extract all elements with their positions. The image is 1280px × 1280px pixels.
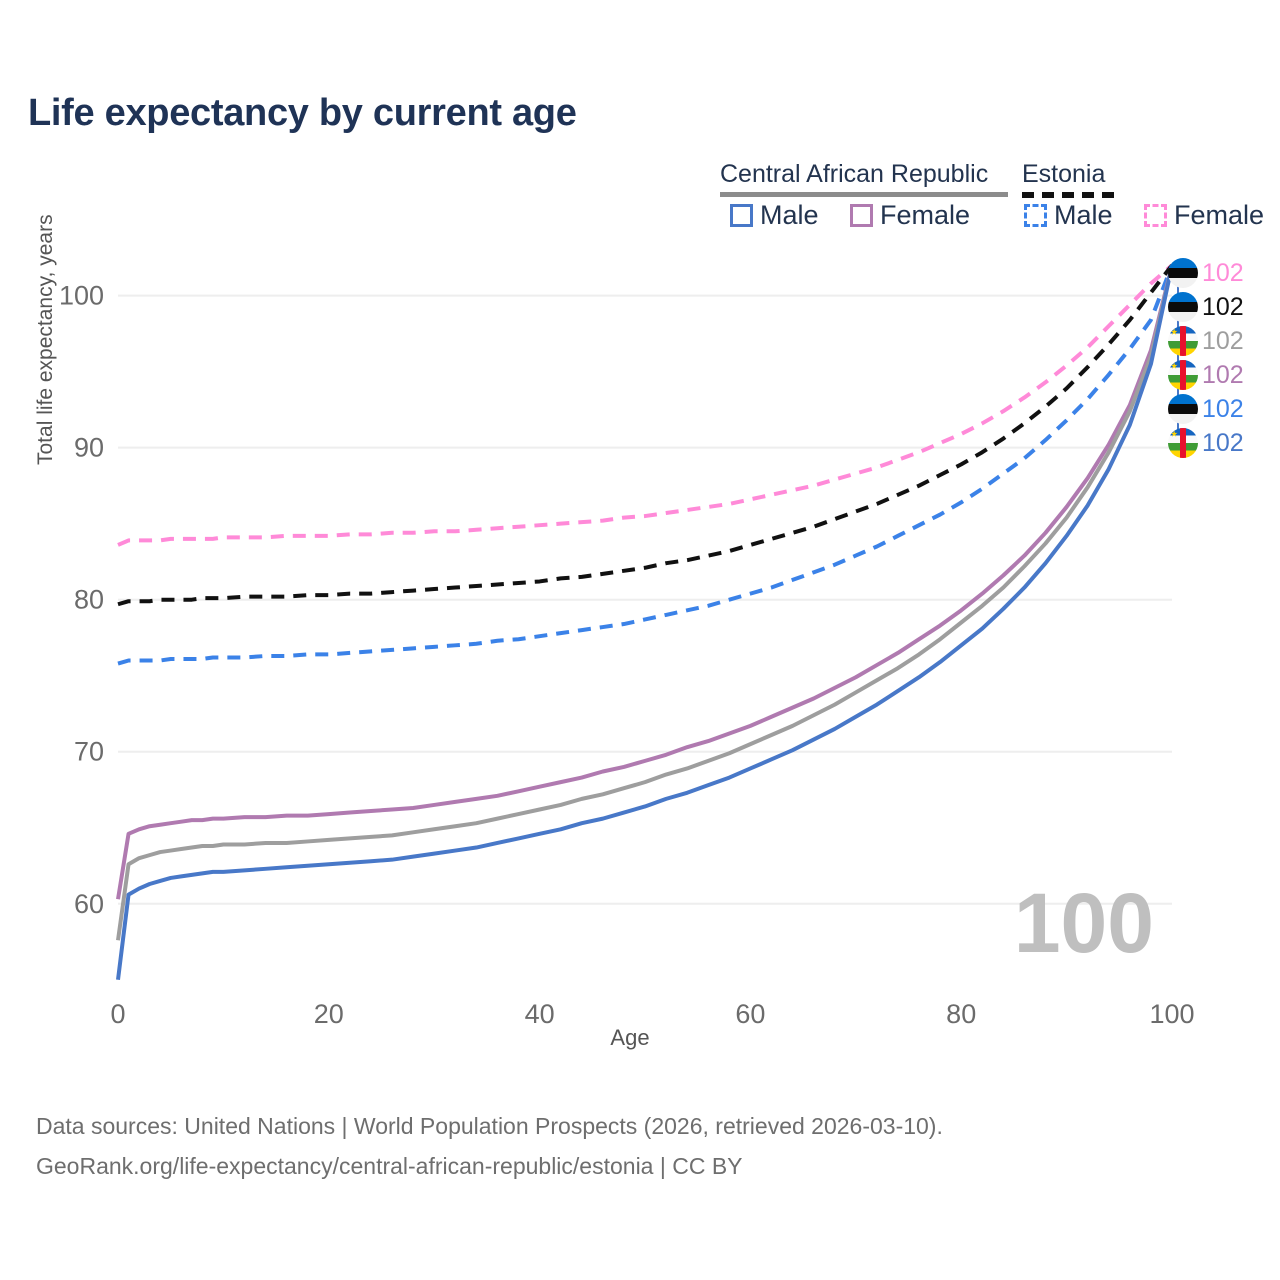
end-label-row: 102 [1168, 392, 1280, 426]
legend-group-title-car: Central African Republic [720, 160, 989, 188]
y-tick-label: 70 [74, 737, 104, 767]
end-label-row: 102 [1168, 290, 1280, 324]
end-label-row: 102 [1168, 256, 1280, 290]
end-label-row: 102 [1168, 426, 1280, 460]
legend-swatch-icon [1144, 204, 1167, 227]
y-tick-label: 80 [74, 585, 104, 615]
legend-swatch-icon [850, 204, 873, 227]
legend-swatch-icon [1024, 204, 1047, 227]
legend-group-titles: Central African Republic Estonia [712, 160, 1252, 198]
end-label-row: 102 [1168, 358, 1280, 392]
chart-legend: Central African Republic Estonia Male Fe… [712, 160, 1264, 240]
footer-sources: Data sources: United Nations | World Pop… [36, 1113, 943, 1139]
series-line-estonia-total [117, 263, 1174, 607]
x-tick-label: 0 [110, 999, 125, 1029]
series-line-estonia-female [117, 263, 1174, 547]
legend-key-label: Male [1054, 200, 1113, 230]
end-label-value: 102 [1202, 394, 1244, 423]
x-tick-label: 80 [946, 999, 976, 1029]
legend-group-rule-estonia [1022, 192, 1114, 198]
legend-keys: Male Female Male Female [712, 202, 1264, 236]
legend-key-label: Female [880, 200, 971, 230]
series-end-labels: 102 102 102 102 102 102 [1168, 256, 1280, 460]
watermark: 100 [1013, 876, 1154, 970]
central-african-republic-flag-icon [1168, 360, 1198, 390]
end-label-value: 102 [1202, 428, 1244, 457]
legend-key-label: Male [760, 200, 819, 230]
series-line-central-african-republic-male [116, 264, 1174, 981]
estonia-flag-icon [1168, 292, 1198, 322]
legend-group-rule-car [720, 192, 1008, 197]
estonia-flag-icon [1168, 258, 1198, 288]
chart-footer: Data sources: United Nations | World Pop… [36, 1106, 1236, 1187]
end-label-value: 102 [1202, 258, 1244, 287]
end-label-value: 102 [1202, 292, 1244, 321]
legend-key-car-female[interactable]: Female [850, 202, 970, 229]
series-line-estonia-male [117, 264, 1174, 666]
central-african-republic-flag-icon [1168, 428, 1198, 458]
x-tick-label: 40 [525, 999, 555, 1029]
series-line-central-african-republic-female [116, 264, 1174, 900]
estonia-flag-icon [1168, 394, 1198, 424]
x-tick-label: 20 [314, 999, 344, 1029]
footer-url: GeoRank.org/life-expectancy/central-afri… [36, 1153, 743, 1180]
y-tick-label: 100 [59, 281, 104, 311]
central-african-republic-flag-icon [1168, 326, 1198, 356]
end-label-row: 102 [1168, 324, 1280, 358]
end-label-value: 102 [1202, 326, 1244, 355]
legend-key-estonia-female[interactable]: Female [1144, 202, 1264, 229]
end-label-value: 102 [1202, 360, 1244, 389]
legend-key-car-male[interactable]: Male [730, 202, 819, 229]
legend-group-title-estonia: Estonia [1022, 160, 1106, 188]
page-title: Life expectancy by current age [28, 92, 577, 134]
series-line-central-african-republic-total [116, 264, 1174, 941]
y-axis-title: Total life expectancy, years [34, 214, 57, 465]
y-tick-label: 90 [74, 433, 104, 463]
legend-key-label: Female [1174, 200, 1265, 230]
legend-key-estonia-male[interactable]: Male [1024, 202, 1113, 229]
legend-swatch-icon [730, 204, 753, 227]
x-tick-label: 100 [1149, 999, 1194, 1029]
y-tick-label: 60 [74, 889, 104, 919]
x-tick-label: 60 [735, 999, 765, 1029]
x-axis-title: Age [610, 1025, 650, 1050]
